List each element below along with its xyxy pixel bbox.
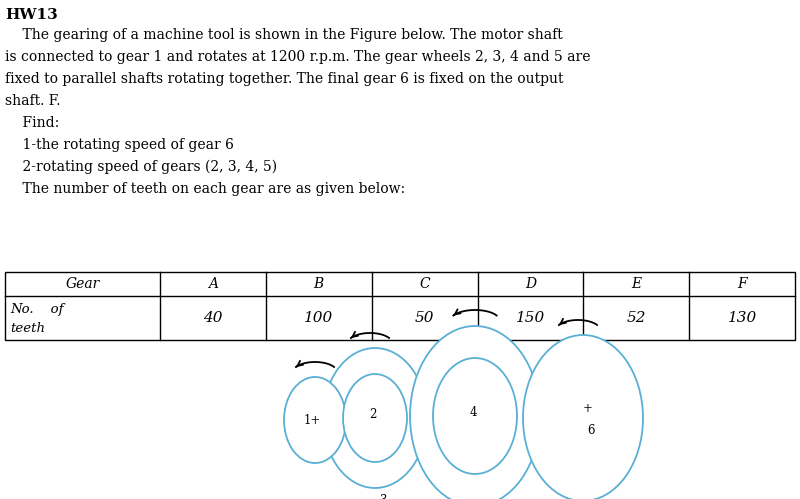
Text: E: E xyxy=(631,277,642,291)
Text: 130: 130 xyxy=(727,311,757,325)
Ellipse shape xyxy=(323,348,427,488)
Text: B: B xyxy=(314,277,324,291)
Text: 40: 40 xyxy=(203,311,222,325)
Text: 1+: 1+ xyxy=(303,414,321,427)
Text: A: A xyxy=(208,277,218,291)
Ellipse shape xyxy=(284,377,346,463)
Text: 6: 6 xyxy=(587,424,594,437)
Text: shaft. F.: shaft. F. xyxy=(5,94,61,108)
Text: +: + xyxy=(583,402,593,415)
Text: 1-the rotating speed of gear 6: 1-the rotating speed of gear 6 xyxy=(5,138,234,152)
Text: 50: 50 xyxy=(415,311,434,325)
Ellipse shape xyxy=(343,374,407,462)
Text: 3: 3 xyxy=(379,494,386,499)
Text: 100: 100 xyxy=(304,311,334,325)
Text: C: C xyxy=(419,277,430,291)
Text: is connected to gear 1 and rotates at 1200 r.p.m. The gear wheels 2, 3, 4 and 5 : is connected to gear 1 and rotates at 12… xyxy=(5,50,590,64)
Ellipse shape xyxy=(433,358,517,474)
Text: Find:: Find: xyxy=(5,116,59,130)
Text: 4: 4 xyxy=(470,406,477,419)
Text: F: F xyxy=(738,277,747,291)
Text: 2: 2 xyxy=(370,408,377,421)
Text: The number of teeth on each gear are as given below:: The number of teeth on each gear are as … xyxy=(5,182,405,196)
Text: 150: 150 xyxy=(516,311,545,325)
Ellipse shape xyxy=(410,326,540,499)
Text: Gear: Gear xyxy=(66,277,100,291)
Bar xyxy=(5,272,795,340)
Text: fixed to parallel shafts rotating together. The final gear 6 is fixed on the out: fixed to parallel shafts rotating togeth… xyxy=(5,72,563,86)
Text: HW13: HW13 xyxy=(5,8,58,22)
Text: D: D xyxy=(525,277,536,291)
Text: The gearing of a machine tool is shown in the Figure below. The motor shaft: The gearing of a machine tool is shown i… xyxy=(5,28,562,42)
Text: No.    of: No. of xyxy=(10,303,63,316)
Ellipse shape xyxy=(523,335,643,499)
Text: teeth: teeth xyxy=(10,321,45,334)
Text: 2-rotating speed of gears (2, 3, 4, 5): 2-rotating speed of gears (2, 3, 4, 5) xyxy=(5,160,277,174)
Text: 52: 52 xyxy=(626,311,646,325)
